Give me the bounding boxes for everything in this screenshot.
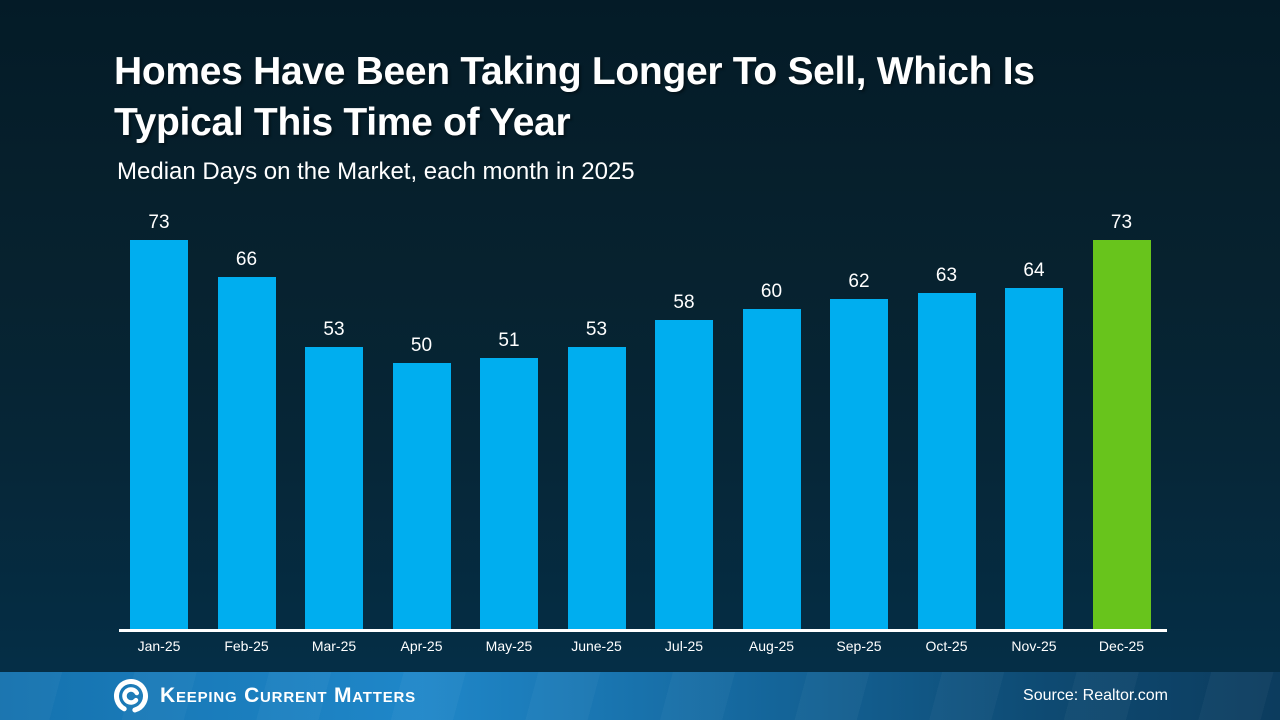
title-line-2: Typical This Time of Year — [114, 101, 571, 144]
bar-Jul-25 — [655, 320, 713, 630]
bar-value-label: 66 — [235, 249, 258, 270]
footer-bar: Keeping Current Matters Source: Realtor.… — [0, 672, 1280, 720]
bar-Mar-25 — [305, 347, 363, 630]
bar-value-label: 53 — [585, 319, 608, 340]
source-attribution: Source: Realtor.com — [1023, 687, 1168, 704]
bar-value-label: 73 — [1110, 212, 1133, 233]
x-axis-line — [119, 629, 1167, 632]
bar-Jan-25 — [130, 240, 188, 630]
brand-name-label: Keeping Current Matters — [160, 684, 416, 707]
bar-Sep-25 — [830, 299, 888, 630]
x-axis-label: Sep-25 — [836, 638, 882, 654]
bar-value-label: 73 — [148, 212, 170, 233]
x-axis-label: Mar-25 — [311, 638, 357, 654]
bar-value-label: 51 — [498, 330, 520, 351]
bar-value-label: 63 — [935, 265, 958, 286]
bar-value-label: 50 — [410, 335, 433, 356]
title-line-1: Homes Have Been Taking Longer To Sell, W… — [114, 50, 1035, 93]
bar-Apr-25 — [392, 363, 451, 630]
x-axis-labels: Jan-25 Feb-25 Mar-25 Apr-25 May-25 June-25 Jul… — [117, 638, 1167, 662]
bar-value-label: 60 — [760, 281, 783, 302]
bar-Nov-25 — [1005, 288, 1063, 630]
x-axis-label: May-25 — [485, 638, 533, 654]
x-axis-label: Nov-25 — [1011, 638, 1057, 654]
x-axis-label: Jan-25 — [137, 638, 181, 654]
bar-Feb-25 — [217, 277, 276, 630]
kcm-swirl-logo-icon — [114, 679, 148, 713]
chart-plot-area: 73 66 53 50 51 53 58 60 62 63 64 73 — [117, 200, 1167, 630]
bar-May-25 — [480, 358, 538, 630]
x-axis-label: June-25 — [571, 638, 622, 654]
bar-Dec-25 — [1092, 240, 1151, 630]
chart-subtitle: Median Days on the Market, each month in… — [117, 158, 635, 185]
x-axis-label: Dec-25 — [1098, 638, 1145, 654]
bar-value-label: 62 — [848, 271, 870, 292]
brand-logo-group: Keeping Current Matters — [112, 672, 416, 720]
bar-June-25 — [567, 347, 626, 630]
bar-value-label: 64 — [1023, 260, 1045, 281]
bar-value-label: 58 — [673, 292, 695, 313]
bar-Oct-25 — [917, 293, 976, 630]
x-axis-label: Feb-25 — [224, 638, 269, 654]
x-axis-label: Oct-25 — [925, 638, 968, 654]
bar-chart: 73 66 53 50 51 53 58 60 62 63 64 73 Jan-25 Feb-25 Mar… — [117, 200, 1167, 660]
bar-Aug-25 — [742, 309, 801, 630]
x-axis-label: Jul-25 — [664, 638, 704, 654]
bar-value-label: 53 — [323, 319, 345, 340]
x-axis-label: Apr-25 — [400, 638, 443, 654]
page-title: Homes Have Been Taking Longer To Sell, W… — [114, 46, 1174, 148]
x-axis-label: Aug-25 — [748, 638, 795, 654]
